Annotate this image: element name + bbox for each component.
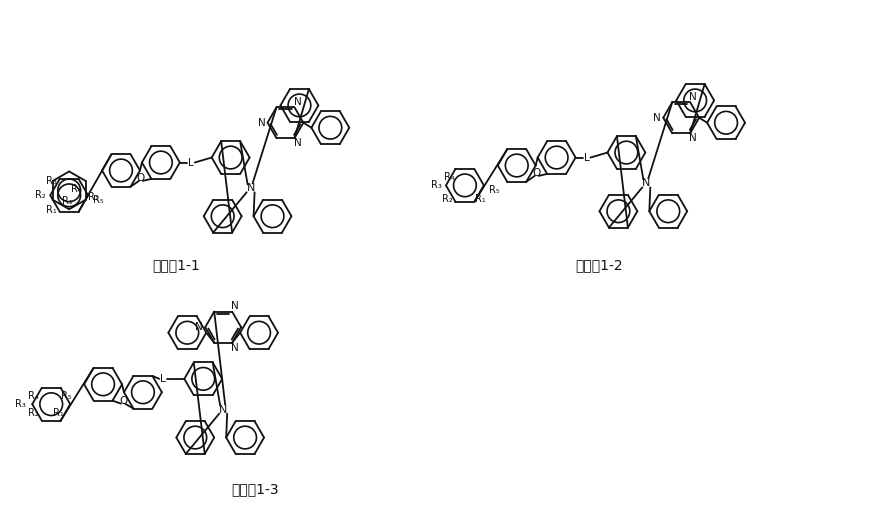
- Text: R₁: R₁: [88, 192, 99, 202]
- Text: R₅: R₅: [92, 195, 104, 205]
- Text: L: L: [187, 157, 194, 167]
- Text: 化学式1-3: 化学式1-3: [232, 482, 279, 496]
- Text: N: N: [689, 92, 697, 102]
- Text: 化学式1-1: 化学式1-1: [152, 258, 200, 272]
- Text: N: N: [294, 138, 302, 149]
- Text: R₄: R₄: [444, 172, 455, 182]
- Text: N: N: [258, 118, 265, 128]
- Text: L: L: [583, 153, 589, 162]
- Text: N: N: [231, 343, 239, 353]
- Text: R₃: R₃: [15, 399, 26, 409]
- Text: O: O: [119, 395, 127, 406]
- Text: R₅: R₅: [61, 391, 72, 401]
- Text: R₄: R₄: [72, 184, 82, 194]
- Text: 化学式1-2: 化学式1-2: [576, 258, 623, 272]
- Text: N: N: [653, 113, 661, 123]
- Text: N: N: [219, 405, 228, 415]
- Text: N: N: [294, 97, 302, 107]
- Text: R₃: R₃: [46, 176, 58, 186]
- Text: R₁: R₁: [475, 194, 486, 204]
- Text: R₂: R₂: [29, 408, 39, 417]
- Text: R₂: R₂: [35, 190, 45, 201]
- Text: R₅: R₅: [488, 185, 499, 195]
- Text: R₁: R₁: [46, 205, 57, 215]
- Text: R₄: R₄: [29, 391, 39, 401]
- Text: N: N: [231, 301, 239, 312]
- Text: R₁: R₁: [62, 196, 72, 206]
- Text: N: N: [642, 178, 651, 188]
- Text: R₁: R₁: [53, 408, 64, 417]
- Text: L: L: [160, 374, 167, 384]
- Text: N: N: [247, 183, 255, 193]
- Text: O: O: [137, 173, 145, 183]
- Text: R₃: R₃: [431, 180, 441, 190]
- Text: N: N: [689, 133, 697, 144]
- Text: R₂: R₂: [442, 194, 453, 204]
- Text: O: O: [533, 168, 541, 178]
- Text: N: N: [195, 322, 203, 332]
